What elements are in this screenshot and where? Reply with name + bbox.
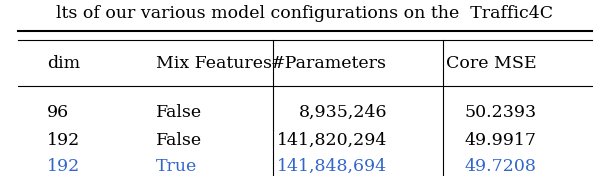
Text: Core MSE: Core MSE: [446, 55, 536, 73]
Text: 192: 192: [48, 132, 81, 149]
Text: 49.7208: 49.7208: [464, 158, 536, 174]
Text: Mix Features: Mix Features: [156, 55, 271, 73]
Text: dim: dim: [48, 55, 81, 73]
Text: lts of our various model configurations on the  Traffic4C: lts of our various model configurations …: [57, 5, 553, 22]
Text: #Parameters: #Parameters: [271, 55, 387, 73]
Text: 141,848,694: 141,848,694: [277, 158, 387, 174]
Text: 8,935,246: 8,935,246: [298, 104, 387, 121]
Text: 141,820,294: 141,820,294: [276, 132, 387, 149]
Text: 50.2393: 50.2393: [464, 104, 536, 121]
Text: 96: 96: [48, 104, 70, 121]
Text: 192: 192: [48, 158, 81, 174]
Text: True: True: [156, 158, 197, 174]
Text: False: False: [156, 132, 202, 149]
Text: False: False: [156, 104, 202, 121]
Text: 49.9917: 49.9917: [464, 132, 536, 149]
